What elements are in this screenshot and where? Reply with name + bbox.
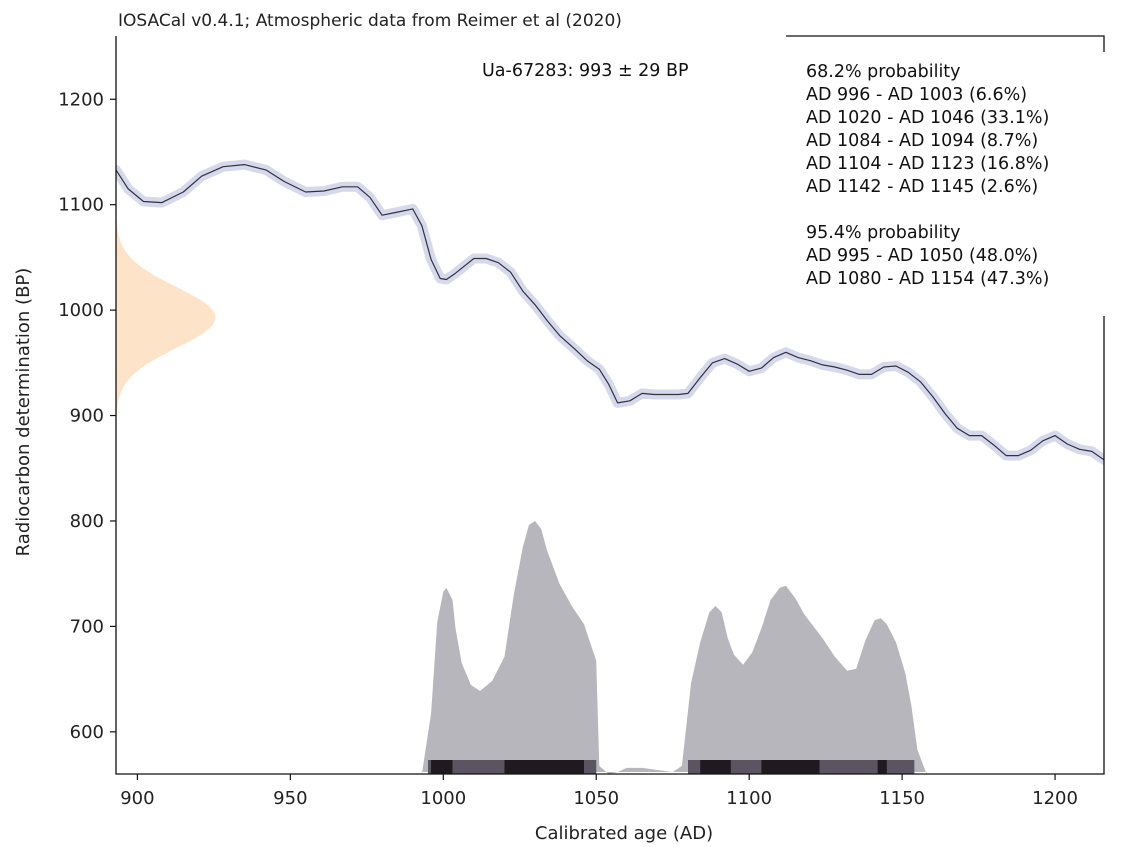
interval-68-bar-3	[761, 760, 820, 774]
legend-interval-68: AD 1104 - AD 1123 (16.8%)	[806, 154, 1049, 174]
x-tick-label: 950	[273, 788, 307, 809]
legend-heading-95: 95.4% probability	[806, 223, 961, 243]
legend-interval-68: AD 1020 - AD 1046 (33.1%)	[806, 108, 1049, 128]
y-tick-label: 1000	[58, 300, 104, 321]
interval-68-bar-1	[504, 760, 584, 774]
chart-title: IOSACal v0.4.1; Atmospheric data from Re…	[118, 11, 622, 31]
x-tick-label: 1200	[1032, 788, 1078, 809]
axes-top-border	[786, 35, 1105, 52]
radiocarbon-probability-area	[116, 219, 216, 416]
y-tick-label: 1200	[58, 89, 104, 110]
x-tick-label: 1050	[573, 788, 619, 809]
probability-legend: 68.2% probability AD 996 - AD 1003 (6.6%)…	[806, 62, 1049, 289]
interval-68-bar-0	[431, 760, 453, 774]
legend-interval-95: AD 1080 - AD 1154 (47.3%)	[806, 269, 1049, 289]
x-tick-label: 1000	[420, 788, 466, 809]
interval-68-bar-2	[700, 760, 731, 774]
calibration-curve-line	[116, 164, 1104, 461]
plot-clip-group	[116, 159, 1104, 774]
y-tick-label: 600	[70, 722, 104, 743]
legend-heading-68: 68.2% probability	[806, 62, 961, 82]
x-axis-title: Calibrated age (AD)	[535, 823, 713, 844]
interval-68-bar-4	[877, 760, 887, 774]
y-tick-label: 800	[70, 511, 104, 532]
plot-area	[116, 159, 1104, 774]
axes: 900 950 1000 1050 1100 1150 1200 600 700 800 900 10…	[58, 35, 1105, 809]
x-tick-label: 1100	[726, 788, 772, 809]
y-axis-title: Radiocarbon determination (BP)	[13, 268, 34, 557]
legend-interval-68: AD 1084 - AD 1094 (8.7%)	[806, 131, 1038, 151]
legend-interval-68: AD 996 - AD 1003 (6.6%)	[806, 85, 1027, 105]
legend-interval-95: AD 995 - AD 1050 (48.0%)	[806, 246, 1038, 266]
sample-label: Ua-67283: 993 ± 29 BP	[482, 61, 689, 81]
calibration-curve-band	[116, 159, 1104, 465]
legend-interval-68: AD 1142 - AD 1145 (2.6%)	[806, 177, 1038, 197]
calibrated-probability-area	[421, 521, 927, 774]
y-tick-label: 700	[70, 616, 104, 637]
axes-frame	[115, 36, 1105, 775]
x-tick-label: 900	[120, 788, 154, 809]
y-tick-label: 900	[70, 406, 104, 427]
y-tick-label: 1100	[58, 195, 104, 216]
x-tick-label: 1150	[879, 788, 925, 809]
